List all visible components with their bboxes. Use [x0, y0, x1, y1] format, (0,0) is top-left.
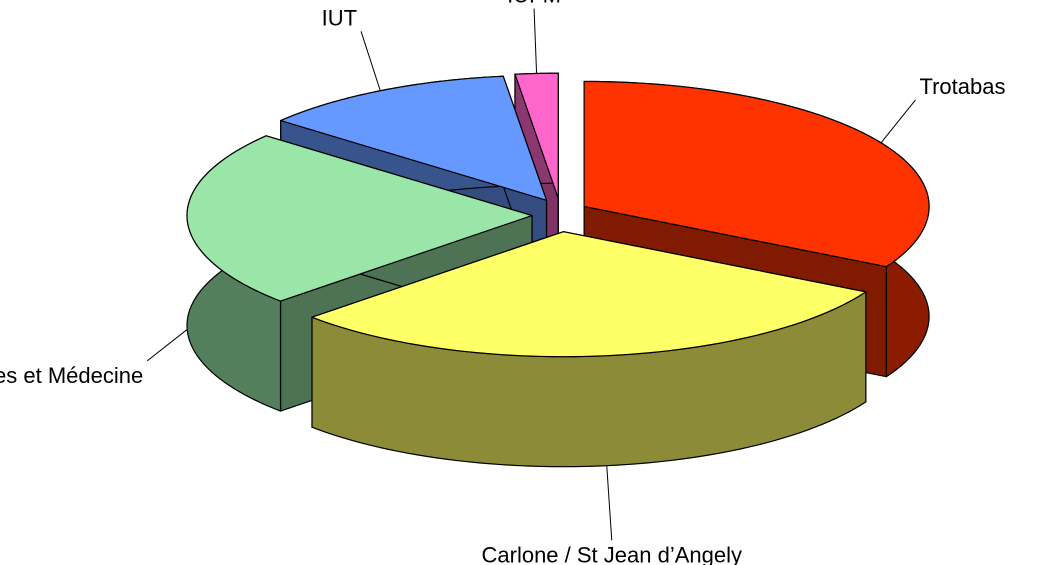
slice-top [186, 135, 533, 302]
slice-label: Sciences et Médecine [0, 363, 143, 388]
slice-top [311, 231, 867, 358]
slice-label: IUFM [507, 0, 561, 8]
slice [311, 231, 867, 468]
slice-label: Trotabas [919, 74, 1005, 99]
slice-label: Carlone / St Jean d’Angely [482, 542, 743, 565]
leader-line [880, 99, 916, 144]
leader-line [533, 8, 538, 74]
leader-line [360, 31, 381, 91]
slice-top [280, 75, 548, 201]
leader-line [606, 465, 613, 541]
slice-label: IUT [322, 5, 357, 30]
leader-line [146, 329, 188, 362]
